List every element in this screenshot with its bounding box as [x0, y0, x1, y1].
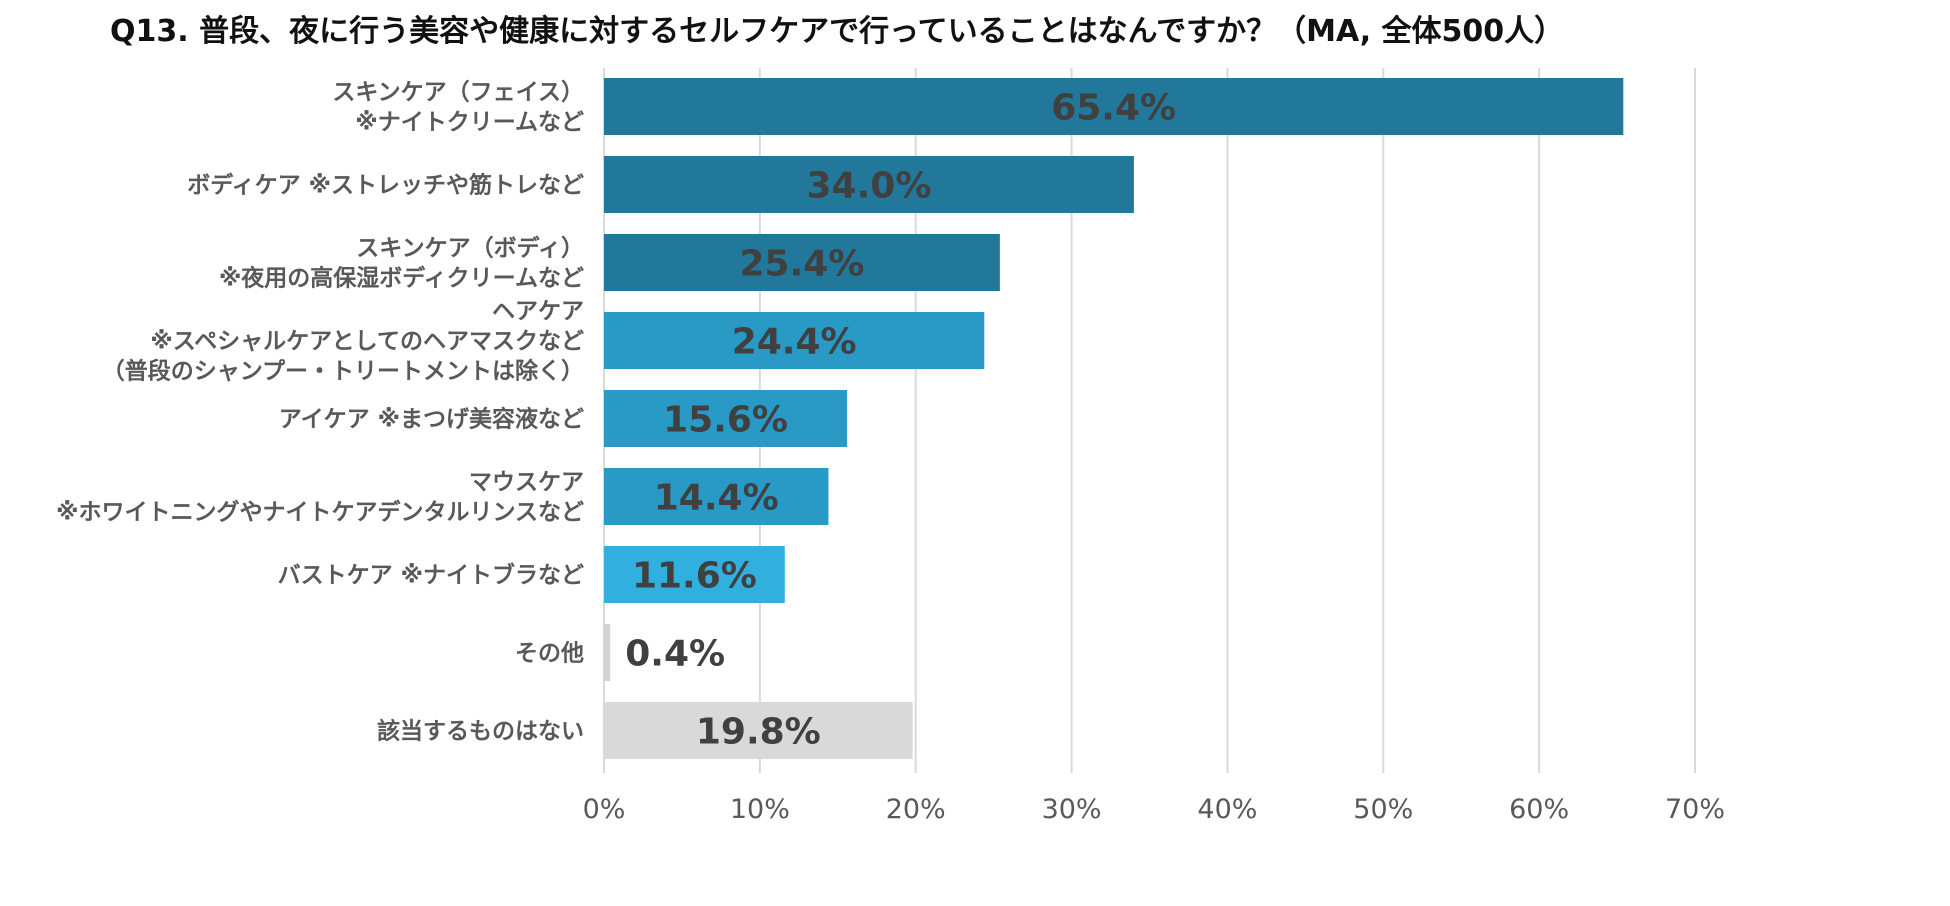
- category-label-1: ボディケア ※ストレッチや筋トレなど: [187, 172, 584, 199]
- bar-1: [604, 156, 1134, 213]
- data-label-7: 0.4%: [625, 634, 725, 675]
- category-label-line: バストケア ※ナイトブラなど: [278, 562, 584, 589]
- bar-3: [604, 312, 985, 369]
- category-label-line: スキンケア（フェイス）: [332, 79, 584, 106]
- bar-7: [604, 624, 611, 681]
- data-label-5: 14.4%: [654, 478, 779, 519]
- category-label-line: （普段のシャンプー・トリートメントは除く）: [102, 358, 584, 385]
- category-label-line: スキンケア（ボディ）: [356, 235, 584, 262]
- x-tick-label-1: 10%: [730, 794, 790, 825]
- category-label-line: その他: [515, 641, 584, 667]
- chart-title: Q13. 普段、夜に行う美容や健康に対するセルフケアで行っていることはなんですか…: [110, 14, 1565, 49]
- x-tick-label-0: 0%: [583, 794, 626, 825]
- category-label-line: 該当するものはない: [377, 718, 584, 745]
- category-label-line: ※ナイトクリームなど: [355, 110, 584, 136]
- category-label-line: ※夜用の高保湿ボディクリームなど: [219, 265, 584, 292]
- x-tick-label-5: 50%: [1353, 794, 1413, 825]
- category-label-4: アイケア ※まつげ美容液など: [279, 406, 584, 433]
- x-tick-label-3: 30%: [1042, 794, 1102, 825]
- x-tick-label-4: 40%: [1197, 794, 1257, 825]
- bar-4: [604, 390, 848, 447]
- category-label-line: ※スペシャルケアとしてのヘアマスクなど: [150, 329, 584, 355]
- category-label-line: マウスケア: [469, 470, 584, 496]
- category-label-line: ※ホワイトニングやナイトケアデンタルリンスなど: [56, 499, 584, 526]
- data-label-3: 24.4%: [732, 322, 857, 363]
- category-label-line: ボディケア ※ストレッチや筋トレなど: [187, 172, 584, 199]
- data-label-1: 34.0%: [807, 166, 932, 207]
- category-label-0: スキンケア（フェイス） ※ナイトクリームなど: [332, 79, 584, 136]
- category-label-8: 該当するものはない: [377, 718, 584, 745]
- category-label-3: ヘアケア ※スペシャルケアとしてのヘアマスクなど （普段のシャンプー・トリートメント…: [102, 299, 584, 385]
- bar-2: [604, 234, 1000, 291]
- category-label-7: その他: [515, 641, 584, 667]
- data-label-0: 65.4%: [1051, 88, 1176, 129]
- data-label-4: 15.6%: [663, 400, 788, 441]
- category-label-line: アイケア ※まつげ美容液など: [279, 406, 584, 433]
- x-tick-label-2: 20%: [886, 794, 946, 825]
- category-label-2: スキンケア（ボディ） ※夜用の高保湿ボディクリームなど: [219, 235, 584, 292]
- data-label-8: 19.8%: [696, 712, 821, 753]
- category-label-6: バストケア ※ナイトブラなど: [278, 562, 584, 589]
- bar-6: [604, 546, 785, 603]
- x-tick-label-6: 60%: [1509, 794, 1569, 825]
- data-label-6: 11.6%: [632, 556, 757, 597]
- category-label-5: マウスケア ※ホワイトニングやナイトケアデンタルリンスなど: [56, 470, 584, 526]
- category-label-line: ヘアケア: [492, 299, 584, 325]
- bar-5: [604, 468, 829, 525]
- bar-8: [604, 702, 913, 759]
- data-label-2: 25.4%: [739, 244, 864, 285]
- bar-0: [604, 78, 1624, 135]
- x-tick-label-7: 70%: [1665, 794, 1725, 825]
